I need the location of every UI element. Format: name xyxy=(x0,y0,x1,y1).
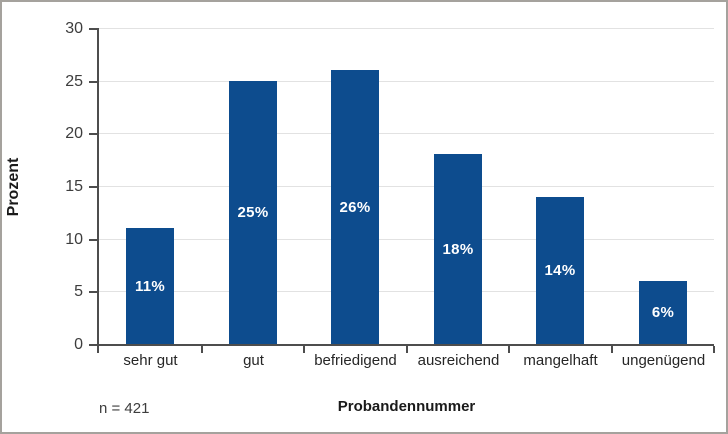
x-category-label: befriedigend xyxy=(314,352,397,369)
y-tick-label: 0 xyxy=(74,336,83,353)
gridline xyxy=(99,239,714,240)
y-tick-label: 30 xyxy=(65,20,83,37)
x-tick xyxy=(713,346,715,353)
y-tick-label: 5 xyxy=(74,283,83,300)
x-tick xyxy=(303,346,305,353)
sample-size-note: n = 421 xyxy=(99,400,150,417)
bar-value-label: 26% xyxy=(339,198,371,216)
y-tick-label: 20 xyxy=(65,125,83,142)
x-tick xyxy=(508,346,510,353)
y-tick-label: 25 xyxy=(65,73,83,90)
y-tick xyxy=(89,186,97,188)
y-tick xyxy=(89,291,97,293)
x-category-label: mangelhaft xyxy=(523,352,598,369)
x-tick xyxy=(611,346,613,353)
bar: 6% xyxy=(639,281,687,344)
bar: 25% xyxy=(229,81,277,344)
x-tick xyxy=(406,346,408,353)
y-tick-label: 10 xyxy=(65,231,83,248)
bar: 26% xyxy=(331,70,379,344)
y-axis-title: Prozent xyxy=(5,157,22,217)
x-category-label: ungenügend xyxy=(621,352,706,369)
bar-value-label: 18% xyxy=(442,240,474,258)
y-tick xyxy=(89,239,97,241)
y-tick xyxy=(89,28,97,30)
x-tick xyxy=(201,346,203,353)
y-tick xyxy=(89,133,97,135)
y-axis-line xyxy=(97,28,99,344)
x-category-label: sehr gut xyxy=(123,352,178,369)
bar: 18% xyxy=(434,154,482,344)
x-category-label: gut xyxy=(243,352,264,369)
gridline xyxy=(99,186,714,187)
bar-value-label: 6% xyxy=(651,304,675,321)
bar-value-label: 11% xyxy=(134,277,166,295)
x-axis-title: Probandennummer xyxy=(337,398,476,415)
gridline xyxy=(99,28,714,29)
bar-value-label: 14% xyxy=(544,262,576,279)
y-tick xyxy=(89,344,97,346)
bar-value-label: 25% xyxy=(237,204,269,221)
gridline xyxy=(99,81,714,82)
bar: 11% xyxy=(126,228,174,344)
gridline xyxy=(99,133,714,134)
x-axis-line xyxy=(97,344,714,346)
gridline xyxy=(99,291,714,292)
x-category-label: ausreichend xyxy=(417,352,500,369)
y-tick-label: 15 xyxy=(65,178,83,195)
bar: 14% xyxy=(536,197,584,344)
y-tick xyxy=(89,81,97,83)
x-tick xyxy=(97,346,99,353)
